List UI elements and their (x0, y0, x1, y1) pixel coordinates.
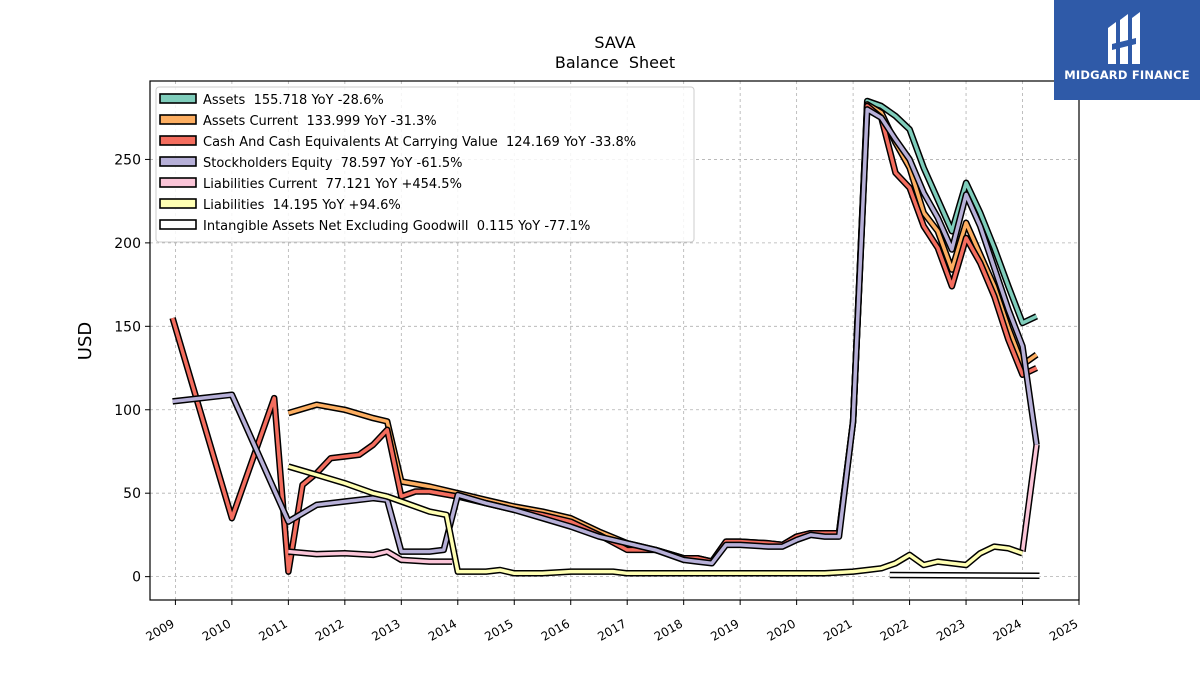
legend-label: Assets Current 133.999 YoY -31.3% (203, 114, 437, 129)
legend-swatch (159, 177, 197, 188)
y-tick-label: 50 (123, 486, 141, 502)
legend-swatch (159, 198, 197, 209)
x-tick-label: 2012 (313, 616, 346, 643)
y-axis: 0 50 100 150 200 250 (114, 152, 150, 586)
legend-label: Liabilities Current 77.121 YoY +454.5% (203, 177, 462, 192)
x-axis: 2009 2010 2011 2012 2013 2014 2015 2016 2017 2018… (143, 600, 1081, 644)
chart-subtitle: Balance Sheet (555, 53, 675, 72)
legend-swatch (159, 219, 197, 230)
x-tick-label: 2017 (595, 616, 628, 643)
midgard-finance-logo: MIDGARD FINANCE (1054, 0, 1200, 100)
series-line (1020, 444, 1039, 552)
legend-label: Cash And Cash Equivalents At Carrying Va… (203, 135, 636, 150)
legend-box (155, 86, 695, 243)
x-tick-label: 2021 (821, 616, 854, 643)
series-line (851, 99, 1038, 422)
x-tick-label: 2019 (708, 616, 741, 643)
x-tick-label: 2025 (1047, 616, 1080, 643)
series-liabilities-current-recent (1019, 444, 1040, 553)
x-tick-label: 2009 (143, 616, 176, 643)
x-tick-label: 2022 (878, 616, 911, 643)
y-tick-label: 200 (114, 236, 141, 252)
series-line (170, 104, 1038, 574)
y-tick-label: 250 (114, 152, 141, 168)
series-line (287, 464, 1024, 576)
legend-label: Assets 155.718 YoY -28.6% (203, 93, 384, 108)
logo-text: MIDGARD FINANCE (1064, 68, 1190, 82)
x-tick-label: 2011 (256, 616, 289, 643)
y-tick-label: 0 (132, 570, 141, 586)
legend-label: Stockholders Equity 78.597 YoY -61.5% (203, 156, 463, 171)
series-stockholders-equity (172, 106, 1040, 567)
legend: Assets 155.718 YoY -28.6% Assets Current … (155, 86, 695, 243)
series-line (172, 107, 1039, 566)
plot-frame (149, 80, 1080, 601)
x-tick-label: 2018 (652, 616, 685, 643)
legend-swatch (159, 135, 197, 146)
x-tick-label: 2023 (934, 616, 967, 643)
legend-swatch (159, 114, 197, 125)
series-line (889, 573, 1040, 578)
x-tick-label: 2015 (482, 616, 515, 643)
legend-swatch (159, 93, 197, 104)
series-cash-and-cash-equivalents-at-carrying-value (169, 102, 1038, 575)
series-intangible-assets-net-excluding-goodwill (889, 571, 1040, 580)
legend-swatch (159, 156, 197, 167)
x-tick-label: 2024 (991, 616, 1024, 643)
series-line (288, 549, 453, 564)
legend-label: Intangible Assets Net Excluding Goodwill… (203, 219, 590, 234)
x-tick-label: 2016 (539, 616, 572, 643)
x-tick-label: 2013 (369, 616, 402, 643)
midgard-logo-icon (1108, 12, 1140, 64)
y-axis-label: USD (75, 322, 96, 360)
series-layer (169, 97, 1040, 580)
series-liabilities-current (288, 548, 453, 565)
legend-label: Liabilities 14.195 YoY +94.6% (203, 198, 401, 213)
y-tick-label: 100 (114, 403, 141, 419)
x-tick-label: 2014 (426, 616, 459, 643)
series-assets (849, 97, 1038, 422)
x-tick-label: 2020 (765, 616, 798, 643)
y-tick-label: 150 (114, 319, 141, 335)
series-liabilities (287, 463, 1024, 577)
chart-title: SAVA (594, 33, 635, 52)
x-tick-label: 2010 (200, 616, 233, 643)
